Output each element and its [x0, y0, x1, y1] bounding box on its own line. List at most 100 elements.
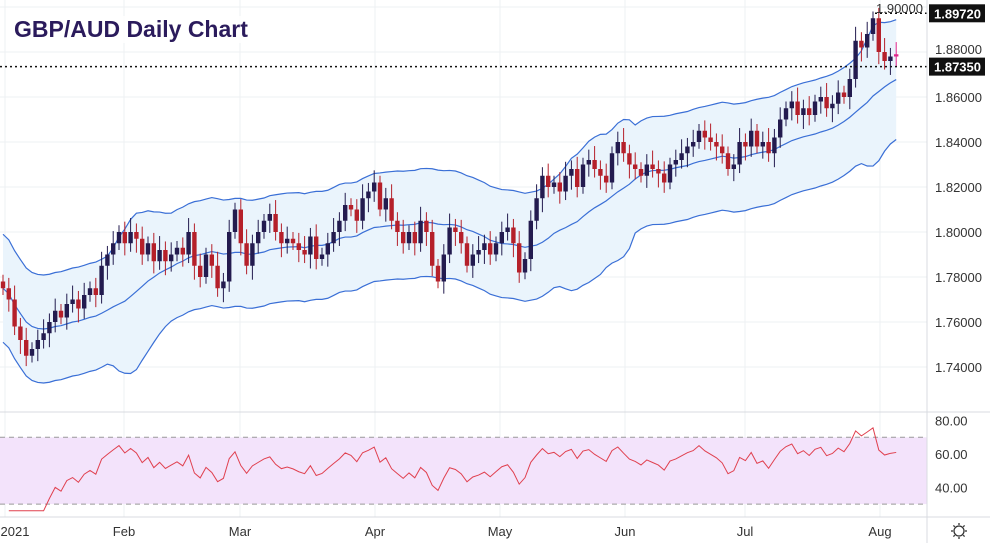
candle-body: [18, 326, 23, 340]
candle-body: [250, 243, 255, 266]
candle-body: [99, 265, 104, 295]
settings-gear-icon[interactable]: [951, 523, 967, 539]
candle-body: [169, 254, 174, 262]
candle-body: [627, 153, 632, 165]
chart-title: GBP/AUD Daily Chart: [10, 16, 252, 43]
candle-body: [348, 205, 354, 210]
candle-body: [331, 232, 336, 244]
candle-body: [279, 232, 284, 244]
candle-body: [441, 254, 446, 282]
candle-body: [58, 310, 64, 318]
candle-body: [546, 175, 551, 187]
candle-body: [221, 281, 226, 289]
candle-body: [818, 97, 823, 102]
candle-body: [754, 130, 760, 147]
candle-body: [743, 142, 748, 147]
candle-body: [598, 169, 603, 176]
candle-body: [708, 137, 713, 142]
price-tick-label: 1.78000: [935, 270, 982, 285]
candle-body: [35, 340, 40, 349]
candle-body: [41, 333, 46, 340]
candle-body: [499, 232, 504, 244]
rsi-panel: 40.00 60.00 80.00: [0, 414, 968, 512]
candle-body: [772, 137, 777, 154]
candle-body: [401, 232, 406, 244]
candle-body: [505, 227, 510, 232]
price-level-badge: [929, 4, 985, 23]
candle-body: [807, 108, 812, 115]
price-tick-label: 1.80000: [935, 225, 982, 240]
candle-body: [876, 18, 881, 52]
candle-body: [476, 250, 481, 255]
candle-body: [865, 34, 870, 48]
x-tick-label: Feb: [113, 524, 135, 539]
price-tick-label: 1.84000: [935, 135, 982, 150]
price-tick-label: 1.90000: [876, 1, 923, 16]
candle-body: [569, 169, 574, 176]
candle-body: [749, 130, 754, 147]
candle-body: [163, 250, 168, 262]
candle-body: [6, 288, 11, 300]
candle-body: [192, 232, 197, 266]
price-level-label: 1.89720: [934, 6, 981, 21]
candle-body: [563, 175, 568, 192]
candle-body: [766, 142, 771, 154]
candle-body: [180, 247, 185, 255]
candle-body: [198, 265, 203, 277]
candle-body: [215, 265, 220, 289]
candle-body: [859, 40, 864, 48]
candle-body: [667, 164, 673, 183]
lower-band: [2, 139, 897, 384]
candle-body: [609, 153, 615, 183]
candle-body: [244, 243, 249, 266]
candle-body: [319, 254, 325, 259]
candle-body: [691, 142, 696, 147]
bollinger-bands: [2, 19, 897, 384]
candle-body: [314, 236, 319, 259]
candle-body: [70, 299, 75, 304]
candle-body: [82, 295, 87, 309]
candle-body: [586, 160, 591, 165]
candle-body: [760, 142, 765, 147]
candles: [0, 7, 899, 367]
candle-body: [412, 232, 417, 244]
candle-body: [778, 119, 783, 138]
candle-body: [459, 232, 464, 244]
price-tick-label: 1.74000: [935, 360, 982, 375]
candle-body: [488, 243, 493, 255]
candle-body: [53, 310, 58, 322]
candle-body: [296, 243, 301, 250]
candle-body: [551, 182, 557, 187]
candle-body: [383, 198, 388, 210]
candle-body: [406, 232, 412, 244]
upper-band: [2, 19, 897, 276]
x-tick-label: Aug: [868, 524, 891, 539]
candle-body: [638, 169, 644, 176]
candle-body: [528, 220, 533, 259]
candle-body: [308, 236, 313, 255]
candle-body: [12, 299, 17, 327]
candle-body: [87, 288, 93, 295]
price-level-badge: [929, 57, 985, 76]
candle-body: [116, 232, 122, 244]
candle-body: [812, 101, 818, 115]
candle-body: [888, 56, 893, 61]
candle-body: [418, 220, 423, 244]
candle-body: [285, 238, 290, 244]
candle-body: [256, 232, 261, 244]
x-tick-label: Jun: [615, 524, 636, 539]
candle-body: [685, 146, 690, 154]
candle-body: [93, 288, 98, 295]
candle-body: [395, 220, 400, 232]
candle-body: [24, 340, 29, 356]
rsi-band-fill: [0, 437, 927, 505]
candle-body: [157, 250, 162, 262]
candle-body: [209, 254, 214, 266]
candle-body: [29, 349, 35, 356]
band-fill: [3, 19, 897, 384]
candle-body: [534, 198, 539, 221]
candle-body: [673, 160, 678, 165]
candle-body: [302, 250, 307, 255]
